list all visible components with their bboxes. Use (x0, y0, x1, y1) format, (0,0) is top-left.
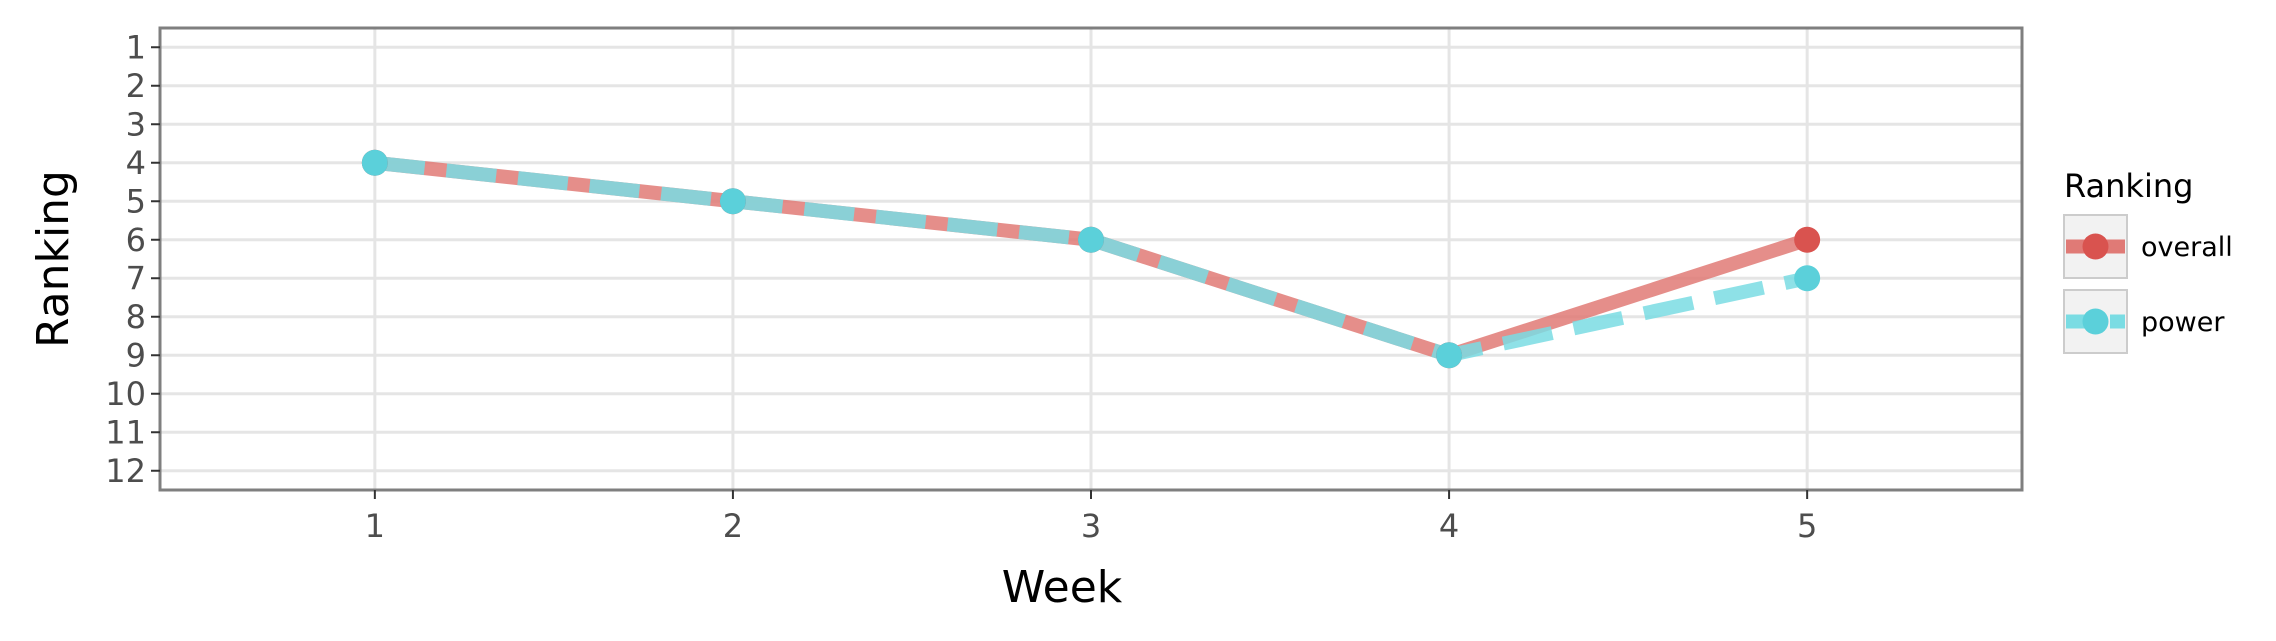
y-tick-label: 7 (126, 259, 146, 297)
y-tick-label: 10 (105, 375, 146, 413)
y-tick-label: 3 (126, 105, 146, 143)
legend-label-power: power (2141, 307, 2225, 338)
legend: Ranking overall power (2063, 167, 2233, 354)
x-tick-label: 5 (1797, 507, 1817, 545)
data-point-power (1436, 342, 1463, 369)
x-tick-label: 2 (723, 507, 743, 545)
y-axis-title: Ranking (28, 170, 79, 348)
y-tick-label: 5 (126, 182, 146, 220)
data-point-power (719, 188, 746, 215)
x-gridlines (373, 28, 1809, 490)
y-tick-label: 1 (126, 28, 146, 66)
y-tick-label: 2 (126, 67, 146, 105)
x-tick-label: 4 (1439, 507, 1459, 545)
x-axis-title: Week (1002, 562, 1123, 613)
y-tick-label: 11 (105, 413, 146, 451)
x-tick-label: 1 (365, 507, 385, 545)
legend-title: Ranking (2064, 167, 2193, 205)
legend-items: overall power (2063, 214, 2233, 354)
legend-marker-power (2082, 308, 2109, 335)
y-tick-label: 9 (126, 336, 146, 374)
series-markers (361, 149, 1821, 369)
x-tick-label: 3 (1081, 507, 1101, 545)
data-point-power (1078, 226, 1104, 253)
data-point-overall (1794, 226, 1821, 253)
y-tick-label: 4 (126, 144, 146, 182)
legend-marker-overall (2082, 233, 2109, 260)
data-point-power (1794, 265, 1821, 292)
data-point-power (361, 149, 388, 176)
y-tick-label: 12 (105, 452, 146, 490)
y-tick-label: 6 (126, 221, 146, 259)
legend-label-overall: overall (2141, 232, 2233, 263)
y-tick-label: 8 (126, 298, 146, 336)
x-axis-ticks: 1 2 3 4 5 (365, 490, 1817, 545)
